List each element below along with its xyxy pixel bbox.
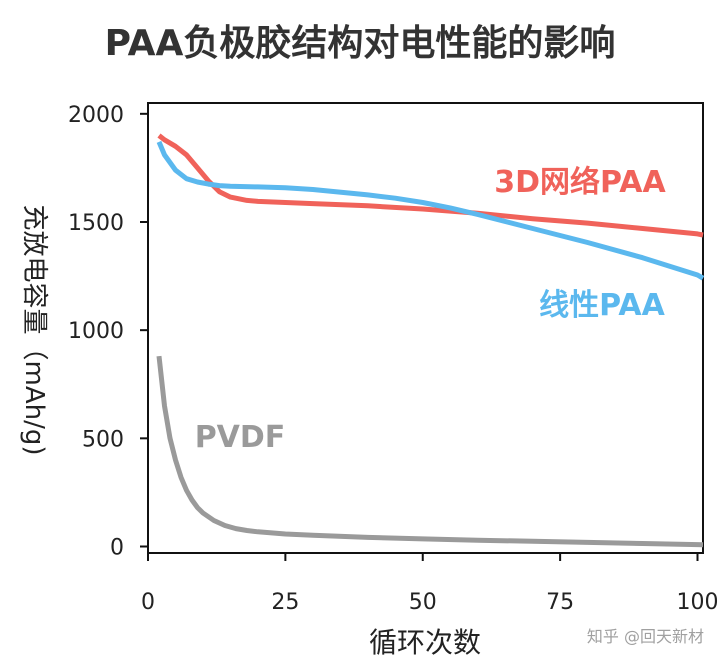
y-tick-label: 2000 xyxy=(68,103,124,128)
series-label: PVDF xyxy=(195,420,286,455)
x-tick-label: 100 xyxy=(677,590,719,615)
x-tick-label: 50 xyxy=(409,590,437,615)
series-line xyxy=(156,140,705,281)
series-layer xyxy=(156,133,705,548)
series-label: 线性PAA xyxy=(539,288,665,323)
watermark: 知乎 @回天新材 xyxy=(586,627,704,646)
x-tick-label: 25 xyxy=(271,590,299,615)
series-label: 3D网络PAA xyxy=(494,165,666,200)
y-tick-label: 1000 xyxy=(68,319,124,344)
chart-title: PAA负极胶结构对电性能的影响 xyxy=(104,23,616,64)
x-axis-label: 循环次数 xyxy=(369,626,481,659)
x-tick-label: 0 xyxy=(141,590,155,615)
series-line xyxy=(156,355,704,548)
plot-frame xyxy=(147,102,704,554)
y-tick-label: 0 xyxy=(110,536,124,561)
series-labels: 3D网络PAA 线性PAA PVDF xyxy=(195,165,667,455)
y-axis-label: 充放电容量（mAh/g) xyxy=(19,205,49,456)
y-tick-label: 500 xyxy=(82,427,124,452)
series-line xyxy=(157,133,704,238)
x-tick-label: 75 xyxy=(546,590,574,615)
y-tick-label: 1500 xyxy=(68,211,124,236)
